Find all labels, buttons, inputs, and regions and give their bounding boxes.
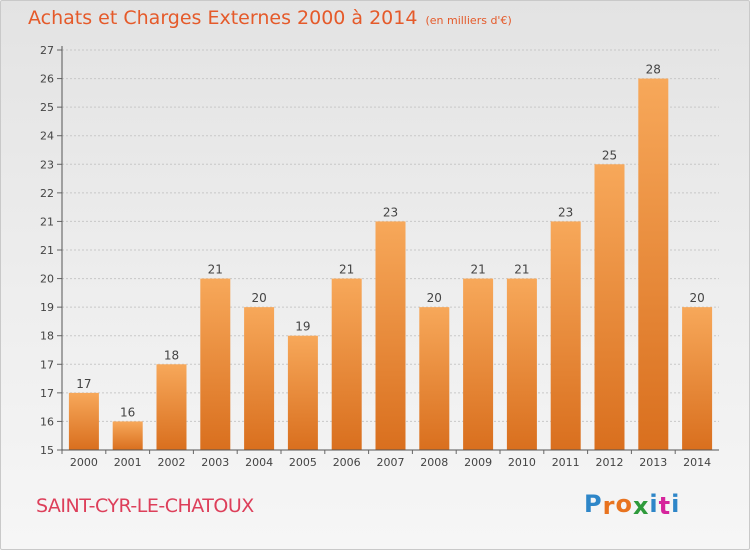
bar-value-label: 28 [646, 63, 661, 77]
bar-value-label: 16 [120, 405, 135, 419]
bar [287, 335, 318, 450]
chart-title: Achats et Charges Externes 2000 à 2014 [28, 7, 418, 29]
logo-letter: P [584, 490, 603, 518]
location-name: SAINT-CYR-LE-CHATOUX [36, 495, 254, 517]
x-tick-label: 2008 [420, 456, 448, 469]
x-tick-label: 2007 [377, 456, 405, 469]
x-tick-label: 2002 [158, 456, 186, 469]
bar [244, 307, 275, 450]
y-tick-label: 19 [40, 301, 54, 314]
x-tick-label: 2010 [508, 456, 536, 469]
bar-value-label: 21 [339, 263, 354, 277]
bar [200, 278, 231, 450]
x-tick-label: 2009 [464, 456, 492, 469]
x-tick-label: 2004 [245, 456, 273, 469]
bar-value-label: 20 [251, 291, 266, 305]
logo-letter: i [671, 490, 681, 518]
x-tick-label: 2000 [70, 456, 98, 469]
bar-value-label: 21 [470, 263, 485, 277]
bar-value-label: 19 [295, 320, 310, 334]
bar-value-label: 20 [427, 291, 442, 305]
y-tick-label: 21 [40, 215, 54, 228]
bar [112, 421, 143, 450]
x-tick-label: 2005 [289, 456, 317, 469]
bar [331, 278, 362, 450]
logo-letter: t [658, 492, 672, 520]
bar-value-label: 18 [164, 348, 179, 362]
x-tick-label: 2001 [114, 456, 142, 469]
bar [419, 307, 450, 450]
logo-letter: o [615, 490, 633, 518]
y-tick-label: 24 [40, 130, 54, 143]
bar [638, 78, 669, 451]
bar-value-label: 17 [76, 377, 91, 391]
chart-unit: (en milliers d'€) [425, 14, 512, 27]
logo-letter: i [649, 490, 659, 518]
bar [463, 278, 494, 450]
bar [156, 364, 187, 450]
bar-chart: 15 16 17 17 18 19 20 21 21 22 23 24 25 26 27 17 2000 16 20… [40, 44, 719, 469]
y-tick-label: 18 [40, 330, 54, 343]
y-tick-label: 22 [40, 187, 54, 200]
y-tick-label: 21 [40, 244, 54, 257]
bar [375, 221, 406, 450]
x-tick-label: 2014 [683, 456, 711, 469]
bar-value-label: 20 [689, 291, 704, 305]
y-tick-label: 27 [40, 44, 54, 57]
bar [594, 164, 625, 451]
y-tick-label: 17 [40, 387, 54, 400]
y-tick-label: 23 [40, 158, 54, 171]
x-tick-label: 2003 [201, 456, 229, 469]
logo-letter: x [632, 492, 650, 520]
y-tick-label: 15 [40, 444, 54, 457]
logo-letter: r [602, 492, 616, 520]
x-tick-label: 2012 [596, 456, 624, 469]
y-tick-label: 17 [40, 358, 54, 371]
proxiti-logo: Proxiti [584, 490, 681, 520]
bar-value-label: 21 [208, 263, 223, 277]
x-tick-label: 2006 [333, 456, 361, 469]
bar-value-label: 23 [383, 205, 398, 219]
bar-value-label: 21 [514, 263, 529, 277]
x-tick-label: 2011 [552, 456, 580, 469]
bar [550, 221, 581, 450]
bar-value-label: 23 [558, 205, 573, 219]
bar [68, 392, 99, 450]
bar-value-label: 25 [602, 148, 617, 162]
x-tick-label: 2013 [639, 456, 667, 469]
y-tick-label: 26 [40, 73, 54, 86]
bar [506, 278, 537, 450]
y-tick-label: 20 [40, 273, 54, 286]
y-tick-label: 25 [40, 101, 54, 114]
y-tick-label: 16 [40, 415, 54, 428]
bar [682, 307, 713, 450]
title-block: Achats et Charges Externes 2000 à 2014 (e… [28, 7, 512, 29]
